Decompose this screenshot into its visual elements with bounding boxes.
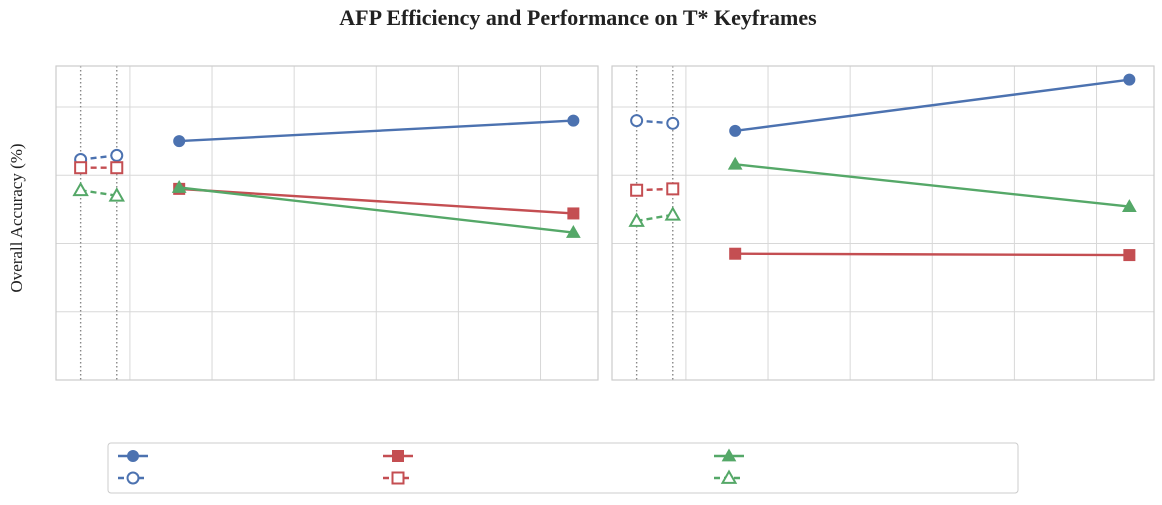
series-4 <box>727 156 1137 212</box>
panel-1 <box>611 65 1155 381</box>
panels-group <box>55 65 1155 381</box>
panel-0 <box>55 65 599 381</box>
legend-marker <box>392 450 404 462</box>
data-point <box>173 135 186 148</box>
series-line <box>636 213 673 223</box>
data-point <box>108 187 125 202</box>
series-line <box>735 163 1130 208</box>
legend-marker <box>126 471 140 485</box>
data-point <box>110 148 124 162</box>
data-point <box>72 181 89 197</box>
data-point <box>729 124 742 137</box>
data-point <box>628 212 645 227</box>
data-point <box>567 114 580 127</box>
series-line <box>179 187 574 215</box>
data-point <box>110 161 124 175</box>
data-point <box>727 156 743 170</box>
chart-suptitle: AFP Efficiency and Performance on T* Key… <box>339 5 817 30</box>
panel-frame <box>611 65 1155 381</box>
legend-marker <box>391 471 405 485</box>
data-point <box>1123 249 1136 262</box>
data-point <box>1123 73 1136 86</box>
legend-entry <box>714 448 744 462</box>
series-line <box>179 119 574 143</box>
legend-entry <box>383 450 413 462</box>
legend-entry <box>714 469 744 484</box>
legend-frame <box>107 442 1019 494</box>
series-3 <box>74 161 124 175</box>
data-point <box>567 207 580 220</box>
series-line <box>735 252 1130 257</box>
series-line <box>179 186 574 234</box>
series-1 <box>630 114 680 130</box>
legend-marker <box>721 448 737 462</box>
series-line <box>735 78 1130 133</box>
legend-marker <box>720 469 738 484</box>
data-point <box>666 116 680 130</box>
legend-entry <box>383 471 413 485</box>
data-point <box>1122 199 1137 212</box>
series-5 <box>628 206 681 227</box>
series-4 <box>171 179 581 238</box>
legend <box>107 442 1019 494</box>
panel-frame <box>55 65 599 381</box>
data-point <box>566 225 581 238</box>
series-3 <box>630 182 680 197</box>
series-0 <box>729 73 1136 137</box>
data-point <box>630 183 644 197</box>
series-5 <box>72 181 125 202</box>
data-point <box>171 179 187 193</box>
data-point <box>666 182 680 196</box>
legend-marker <box>127 450 139 462</box>
series-2 <box>729 247 1136 262</box>
series-line <box>80 189 117 197</box>
data-point <box>630 114 644 128</box>
data-point <box>74 161 88 175</box>
legend-entry <box>118 450 148 462</box>
y-axis-label: Overall Accuracy (%) <box>7 143 26 292</box>
data-point <box>729 247 742 260</box>
legend-entry <box>118 471 148 485</box>
data-point <box>664 206 681 221</box>
series-0 <box>173 114 580 148</box>
